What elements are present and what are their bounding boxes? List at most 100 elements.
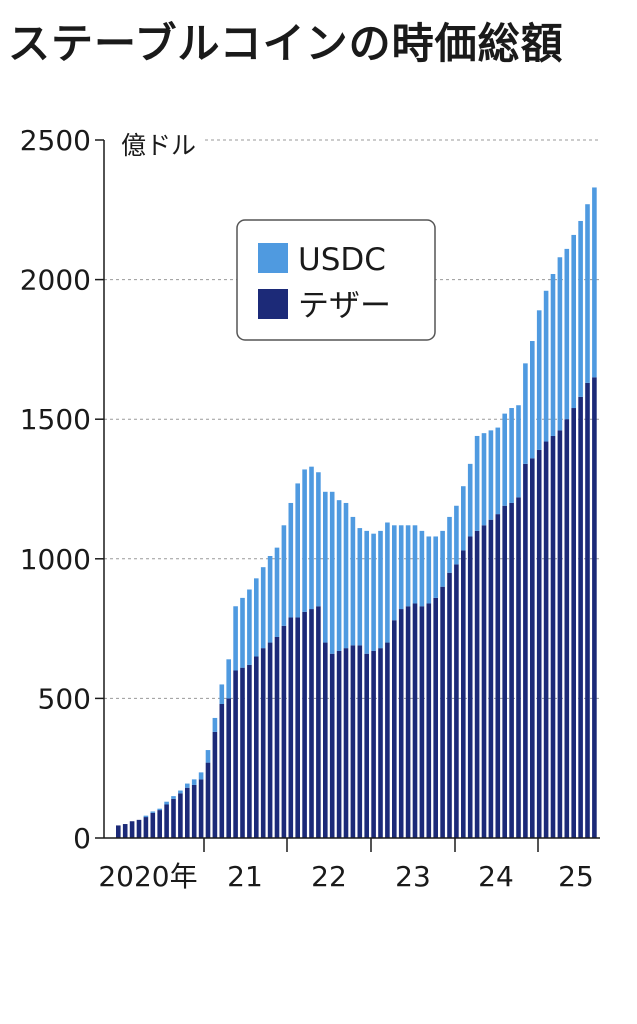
bar-tether	[191, 784, 197, 838]
bar-tether	[585, 382, 590, 838]
bar-tether	[254, 656, 259, 838]
bar-tether	[467, 536, 473, 838]
bars	[116, 187, 597, 838]
bar-tether	[578, 396, 583, 838]
bar-usdc	[357, 528, 363, 646]
bar-usdc	[343, 502, 349, 649]
bar-tether	[129, 821, 135, 838]
bar-usdc	[212, 717, 218, 732]
bar-tether	[205, 762, 211, 838]
bar-tether	[323, 642, 328, 838]
y-tick-label: 500	[38, 682, 91, 715]
bar-tether	[178, 793, 183, 838]
bar-usdc	[240, 597, 245, 668]
bar-usdc	[364, 530, 369, 654]
bar-tether	[488, 519, 494, 838]
bar-usdc	[205, 750, 211, 763]
bar-usdc	[530, 341, 535, 459]
bar-tether	[385, 642, 390, 838]
bar-usdc	[502, 413, 507, 506]
bar-usdc	[378, 530, 383, 649]
axes	[103, 140, 600, 839]
bar-usdc	[440, 530, 445, 587]
bar-usdc	[474, 435, 480, 531]
y-tick-label: 1500	[20, 403, 91, 436]
bar-usdc	[461, 486, 466, 551]
bar-tether	[571, 408, 576, 838]
bar-usdc	[433, 536, 438, 598]
bar-tether	[122, 824, 128, 838]
bar-usdc	[454, 505, 459, 565]
bar-usdc	[219, 684, 225, 704]
bar-usdc	[350, 516, 356, 646]
bar-usdc	[585, 204, 590, 383]
bar-tether	[240, 667, 245, 838]
bar-usdc	[302, 469, 307, 612]
y-tick-label: 2000	[20, 264, 91, 297]
bar-tether	[371, 650, 376, 838]
bar-tether	[461, 550, 466, 838]
bar-tether	[440, 586, 445, 838]
bar-usdc	[405, 525, 411, 607]
bar-usdc	[150, 811, 156, 813]
bar-tether	[343, 648, 349, 838]
bar-usdc	[592, 187, 597, 378]
bar-usdc	[267, 556, 273, 643]
bar-tether	[447, 572, 452, 838]
bar-tether	[405, 606, 411, 838]
bar-usdc	[191, 779, 197, 785]
bar-usdc	[288, 502, 294, 618]
bar-usdc	[329, 491, 335, 654]
bar-tether	[543, 441, 549, 838]
bar-usdc	[143, 815, 149, 818]
bar-tether	[412, 603, 418, 838]
bar-tether	[474, 530, 480, 838]
bar-usdc	[371, 533, 376, 651]
bar-tether	[281, 625, 287, 838]
legend-usdc-swatch	[258, 243, 288, 273]
bar-tether	[226, 698, 231, 838]
bar-usdc	[467, 463, 473, 537]
bar-usdc	[323, 491, 328, 643]
bar-tether	[530, 458, 535, 838]
bar-usdc	[392, 525, 397, 621]
bar-usdc	[178, 790, 183, 794]
bar-usdc	[523, 363, 528, 464]
bar-usdc	[247, 589, 252, 665]
x-tick-label: 25	[558, 860, 594, 893]
bar-tether	[288, 617, 294, 838]
x-tick-labels: 2020年 21 22 23 24 25	[98, 838, 594, 893]
bar-usdc	[309, 466, 314, 610]
bar-tether	[185, 787, 190, 838]
bar-tether	[157, 810, 162, 838]
bar-usdc	[295, 483, 300, 618]
bar-tether	[392, 620, 397, 838]
bar-usdc	[419, 530, 425, 607]
bar-usdc	[495, 427, 501, 515]
bar-tether	[592, 377, 597, 838]
y-tick-labels: 0 500 1000 1500 2000 2500	[20, 124, 104, 855]
bar-usdc	[254, 578, 259, 657]
bar-tether	[274, 636, 280, 838]
y-tick-label: 1000	[20, 543, 91, 576]
bar-usdc	[426, 536, 432, 604]
bar-tether	[433, 597, 438, 838]
bar-usdc	[316, 472, 321, 607]
bar-tether	[260, 648, 266, 838]
bar-tether	[364, 653, 369, 838]
bar-usdc	[564, 248, 570, 420]
bar-tether	[550, 435, 556, 838]
bar-tether	[212, 731, 218, 838]
x-tick-label: 23	[395, 860, 431, 893]
bar-tether	[419, 606, 425, 838]
bar-tether	[336, 650, 342, 838]
legend-tether-label: テザー	[298, 288, 391, 324]
bar-tether	[523, 463, 528, 838]
x-tick-label: 24	[478, 860, 514, 893]
bar-tether	[509, 502, 514, 838]
bar-tether	[536, 449, 542, 838]
bar-tether	[233, 670, 238, 838]
bar-usdc	[171, 796, 176, 799]
bar-usdc	[578, 220, 583, 397]
